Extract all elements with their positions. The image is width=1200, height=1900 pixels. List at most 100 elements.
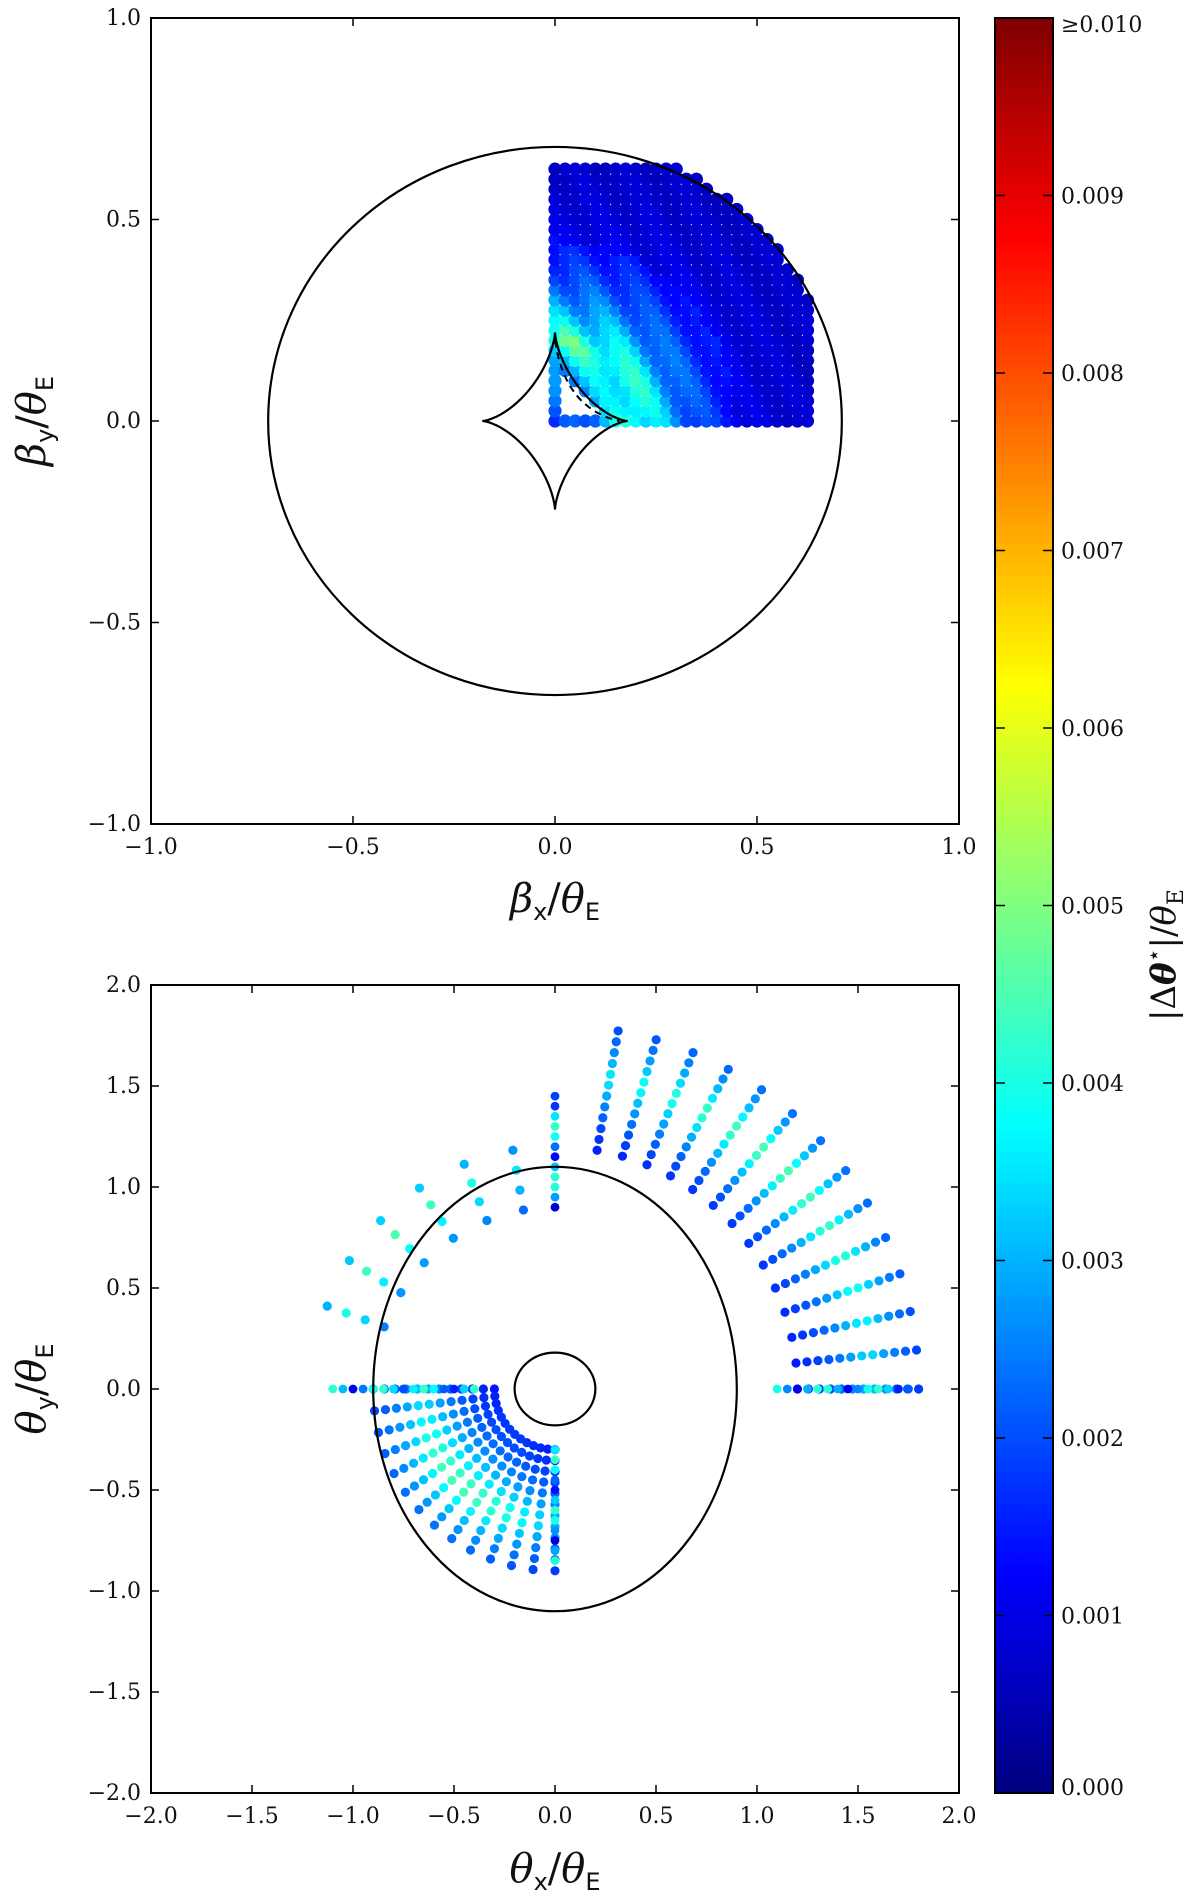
image-point bbox=[642, 1066, 652, 1077]
image-point bbox=[529, 1553, 540, 1564]
source-point bbox=[710, 374, 724, 388]
image-point bbox=[884, 1272, 895, 1282]
source-point bbox=[629, 333, 643, 347]
image-point bbox=[452, 1421, 462, 1431]
image-point bbox=[503, 1452, 513, 1462]
source-point bbox=[629, 222, 643, 237]
source-point bbox=[699, 323, 714, 337]
source-point bbox=[730, 323, 744, 337]
image-point bbox=[517, 1471, 527, 1482]
image-point bbox=[486, 1506, 496, 1516]
image-point bbox=[467, 1178, 477, 1188]
image-point bbox=[484, 1479, 494, 1489]
source-point bbox=[659, 333, 673, 347]
source-point bbox=[790, 303, 805, 317]
image-point bbox=[810, 1265, 821, 1275]
source-point bbox=[669, 263, 683, 277]
source-point bbox=[659, 404, 673, 418]
source-point bbox=[770, 384, 784, 398]
image-point bbox=[379, 1277, 389, 1287]
source-point bbox=[548, 253, 562, 267]
image-point bbox=[488, 1454, 498, 1464]
source-point bbox=[609, 364, 623, 378]
source-point bbox=[619, 202, 633, 217]
source-plane-ytick-label: −1.0 bbox=[88, 812, 141, 837]
source-point bbox=[699, 394, 714, 408]
image-point bbox=[533, 1521, 544, 1531]
image-point-axis bbox=[550, 1445, 560, 1454]
source-plane-ytick-label: 1.0 bbox=[106, 6, 141, 31]
image-point-axis bbox=[439, 1384, 449, 1394]
source-point bbox=[689, 192, 704, 206]
image-point bbox=[476, 1525, 486, 1536]
source-point bbox=[578, 222, 592, 237]
source-point bbox=[609, 313, 623, 327]
source-point bbox=[568, 222, 582, 237]
source-point bbox=[609, 243, 623, 257]
source-point bbox=[689, 273, 704, 287]
source-point bbox=[790, 384, 805, 398]
source-point bbox=[689, 414, 704, 428]
image-point bbox=[513, 1482, 523, 1492]
image-point bbox=[750, 1094, 760, 1104]
source-point bbox=[659, 343, 673, 358]
image-point bbox=[756, 1085, 767, 1095]
source-point bbox=[669, 353, 683, 368]
image-point bbox=[603, 1080, 614, 1090]
source-point bbox=[699, 273, 714, 287]
colorbar: 0.000 0.001 0.002 0.003 0.004 0.005 0.006 0.007… bbox=[994, 13, 1189, 1801]
image-point bbox=[506, 1560, 517, 1571]
source-point bbox=[730, 343, 744, 358]
image-point bbox=[427, 1414, 437, 1424]
source-point bbox=[740, 404, 754, 418]
image-plane-xtick-label: 0.0 bbox=[538, 1804, 573, 1829]
image-point bbox=[473, 1437, 483, 1447]
image-point bbox=[470, 1404, 480, 1414]
image-point bbox=[706, 1157, 717, 1167]
source-point bbox=[548, 192, 562, 206]
source-point bbox=[548, 414, 562, 428]
image-point bbox=[508, 1145, 518, 1155]
source-point bbox=[699, 414, 714, 428]
image-point bbox=[600, 1102, 610, 1112]
image-point-axis bbox=[409, 1384, 418, 1394]
source-plane-panel: −1.0 −0.5 0.0 0.5 1.0 −1.0 −0.5 0.0 0.5 1.0 βx/θE… bbox=[9, 6, 977, 926]
image-point bbox=[489, 1384, 499, 1394]
source-point bbox=[740, 243, 754, 257]
source-point bbox=[740, 394, 754, 408]
image-point bbox=[468, 1394, 478, 1404]
image-point bbox=[805, 1192, 816, 1202]
image-point bbox=[486, 1417, 497, 1427]
source-point bbox=[639, 343, 653, 358]
source-point bbox=[740, 293, 754, 307]
image-point bbox=[900, 1346, 911, 1356]
image-point bbox=[822, 1293, 832, 1303]
source-point bbox=[800, 374, 815, 388]
source-point bbox=[740, 374, 754, 388]
source-point bbox=[740, 212, 754, 227]
source-point bbox=[730, 313, 744, 327]
source-point bbox=[760, 303, 774, 317]
source-point bbox=[730, 404, 744, 418]
source-point bbox=[790, 374, 805, 388]
source-point bbox=[730, 414, 744, 428]
image-plane-points bbox=[322, 1026, 924, 1576]
source-point bbox=[588, 182, 603, 196]
image-point bbox=[777, 1249, 787, 1259]
source-point bbox=[679, 333, 693, 347]
source-point bbox=[639, 353, 653, 368]
image-point bbox=[730, 1175, 740, 1185]
image-point bbox=[751, 1196, 761, 1206]
image-point bbox=[437, 1512, 447, 1522]
source-point bbox=[730, 374, 744, 388]
source-point bbox=[770, 313, 784, 327]
image-plane-ytick-label: 0.0 bbox=[106, 1377, 141, 1402]
image-point bbox=[414, 1183, 425, 1193]
image-point bbox=[636, 1088, 646, 1098]
colorbar-label: |Δθ⋆|/θE bbox=[1142, 889, 1189, 1021]
image-point bbox=[840, 1251, 851, 1261]
image-point bbox=[738, 1112, 748, 1122]
image-point bbox=[851, 1318, 862, 1328]
image-point bbox=[675, 1078, 686, 1088]
image-point bbox=[723, 1064, 733, 1074]
